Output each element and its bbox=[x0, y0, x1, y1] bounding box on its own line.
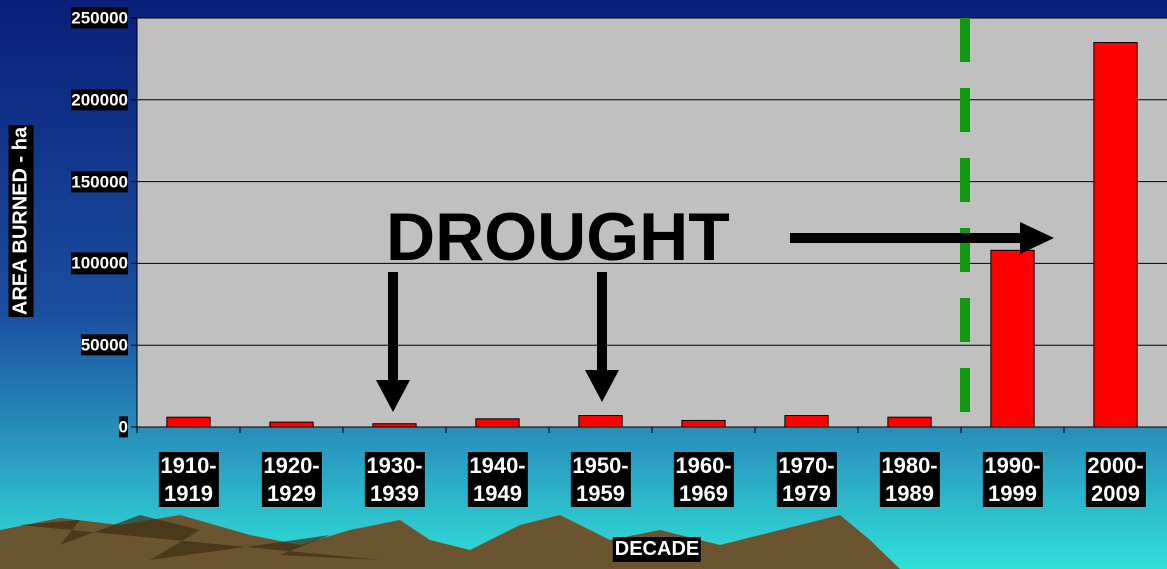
x-tick-label: 1990- 1999 bbox=[982, 452, 1042, 507]
x-tick-label: 1960- 1969 bbox=[673, 452, 733, 507]
y-tick-label: 150000 bbox=[71, 171, 128, 192]
y-tick-label: 250000 bbox=[71, 7, 128, 28]
x-tick-label: 1950- 1959 bbox=[570, 452, 630, 507]
bar bbox=[991, 250, 1034, 427]
x-tick-label: 1910- 1919 bbox=[158, 452, 218, 507]
x-tick-label: 1970- 1979 bbox=[776, 452, 836, 507]
bar bbox=[888, 417, 931, 427]
x-tick-label: 2000- 2009 bbox=[1085, 452, 1145, 507]
bar bbox=[682, 420, 725, 427]
y-axis-label: AREA BURNED - ha bbox=[9, 125, 34, 317]
x-tick-label: 1920- 1929 bbox=[261, 452, 321, 507]
x-axis-label: DECADE bbox=[613, 537, 701, 562]
annotation: DROUGHT bbox=[386, 198, 730, 276]
x-tick-label: 1980- 1989 bbox=[879, 452, 939, 507]
bar bbox=[373, 424, 416, 427]
x-tick-label: 1930- 1939 bbox=[364, 452, 424, 507]
x-tick-label: 1940- 1949 bbox=[467, 452, 527, 507]
y-tick-label: 50000 bbox=[81, 335, 128, 356]
bar bbox=[785, 416, 828, 427]
bar bbox=[167, 417, 210, 427]
bar bbox=[579, 416, 622, 427]
bar bbox=[1094, 43, 1137, 427]
y-tick-label: 200000 bbox=[71, 89, 128, 110]
bar bbox=[270, 422, 313, 427]
bar bbox=[476, 419, 519, 427]
y-tick-label: 100000 bbox=[71, 253, 128, 274]
y-tick-label: 0 bbox=[119, 416, 128, 437]
chart: AREA BURNED - ha DECADE DROUGHT 0 50000 10… bbox=[0, 0, 1167, 569]
